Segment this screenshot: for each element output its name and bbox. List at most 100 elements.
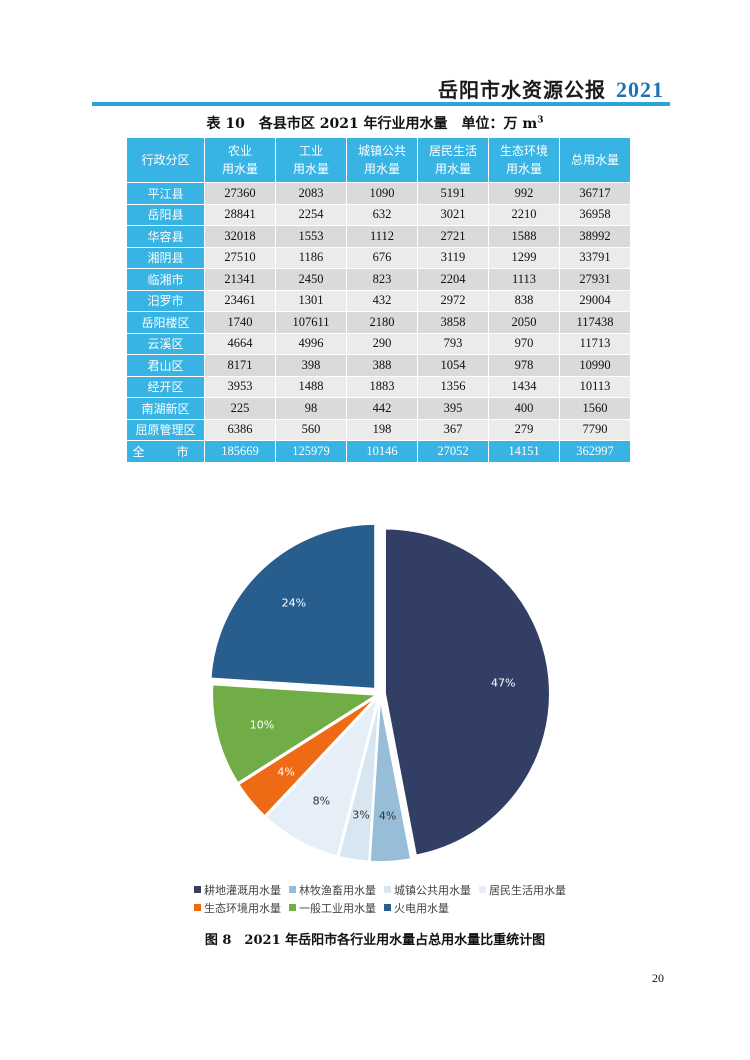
value-cell: 2050 [488, 311, 560, 334]
slice-percent-label: 4% [277, 766, 294, 779]
legend-label: 城镇公共用水量 [394, 884, 471, 897]
pie-chart: 47% 4% 3% 8% 4% 10% 24% [185, 509, 575, 879]
value-cell: 2254 [275, 203, 347, 226]
slice-percent-label: 24% [282, 596, 306, 609]
value-cell: 2721 [417, 225, 489, 248]
value-cell: 1090 [346, 182, 418, 205]
value-cell: 1299 [488, 246, 560, 269]
legend-label: 居民生活用水量 [489, 884, 566, 897]
value-cell: 978 [488, 354, 560, 377]
column-header-text: 工业 [298, 144, 323, 158]
value-cell: 4996 [275, 332, 347, 355]
legend-item: 林牧渔畜用水量 [289, 882, 376, 900]
value-cell: 676 [346, 246, 418, 269]
value-cell: 6386 [204, 418, 276, 441]
value-cell: 3021 [417, 203, 489, 226]
table-row: 南湖新区 225 98 442 395 400 1560 [126, 397, 631, 420]
legend-swatch [194, 886, 201, 893]
total-label-cell: 全 市 [126, 440, 205, 463]
value-cell: 36958 [559, 203, 631, 226]
total-value-cell: 125979 [275, 440, 347, 463]
value-cell: 367 [417, 418, 489, 441]
value-cell: 1054 [417, 354, 489, 377]
value-cell: 7790 [559, 418, 631, 441]
table-row: 岳阳县 28841 2254 632 3021 2210 36958 [126, 203, 631, 226]
table-row: 华容县 32018 1553 1112 2721 1588 38992 [126, 225, 631, 248]
region-name-cell: 平江县 [126, 182, 205, 205]
report-title-text: 岳阳市水资源公报 [438, 78, 606, 102]
value-cell: 823 [346, 268, 418, 291]
unit-superscript: 3 [537, 115, 544, 126]
table-header-row: 行政分区 农业 用水量 工业 用水量 城镇公共 用水量 居民生活 用水量 生态环境 用水量 总用水量 [126, 137, 631, 183]
pie-slice [337, 696, 381, 863]
table-row: 云溪区 4664 4996 290 793 970 11713 [126, 332, 631, 355]
legend-item: 耕地灌溉用水量 [194, 882, 281, 900]
column-header-text: 总用水量 [570, 153, 619, 167]
report-year: 2021 [616, 77, 664, 102]
region-name-cell: 临湘市 [126, 268, 205, 291]
region-name-cell: 岳阳县 [126, 203, 205, 226]
legend-swatch [384, 904, 391, 911]
value-cell: 10113 [559, 375, 631, 398]
value-cell: 388 [346, 354, 418, 377]
legend-item: 一般工业用水量 [289, 900, 376, 918]
column-header: 行政分区 [126, 137, 205, 183]
legend-item: 居民生活用水量 [479, 882, 566, 900]
value-cell: 290 [346, 332, 418, 355]
value-cell: 3953 [204, 375, 276, 398]
value-cell: 279 [488, 418, 560, 441]
column-header: 农业 用水量 [204, 137, 276, 183]
value-cell: 1883 [346, 375, 418, 398]
table-caption: 表 10 各县市区 2021 年行业用水量 单位：万 m3 [0, 113, 750, 133]
region-name-cell: 华容县 [126, 225, 205, 248]
column-header-text: 农业 [227, 144, 252, 158]
value-cell: 1186 [275, 246, 347, 269]
column-header: 工业 用水量 [275, 137, 347, 183]
legend-swatch [384, 886, 391, 893]
slice-percent-label: 3% [352, 808, 369, 821]
value-cell: 32018 [204, 225, 276, 248]
value-cell: 432 [346, 289, 418, 312]
value-cell: 2210 [488, 203, 560, 226]
value-cell: 23461 [204, 289, 276, 312]
value-cell: 29004 [559, 289, 631, 312]
table-row: 临湘市 21341 2450 823 2204 1113 27931 [126, 268, 631, 291]
pie-slice [383, 527, 551, 857]
value-cell: 2450 [275, 268, 347, 291]
legend-swatch [289, 886, 296, 893]
column-header-text: 生态环境 [499, 144, 548, 158]
value-cell: 400 [488, 397, 560, 420]
region-name-cell: 岳阳楼区 [126, 311, 205, 334]
total-value-cell: 185669 [204, 440, 276, 463]
value-cell: 632 [346, 203, 418, 226]
legend-item: 城镇公共用水量 [384, 882, 471, 900]
value-cell: 3858 [417, 311, 489, 334]
value-cell: 1560 [559, 397, 631, 420]
column-header-text: 用水量 [363, 162, 400, 176]
column-header-text: 居民生活 [428, 144, 477, 158]
value-cell: 117438 [559, 311, 631, 334]
page-number: 20 [652, 971, 664, 985]
total-value-cell: 14151 [488, 440, 560, 463]
table-row: 岳阳楼区 1740 107611 2180 3858 2050 117438 [126, 311, 631, 334]
legend-swatch [479, 886, 486, 893]
value-cell: 225 [204, 397, 276, 420]
value-cell: 442 [346, 397, 418, 420]
value-cell: 1356 [417, 375, 489, 398]
value-cell: 33791 [559, 246, 631, 269]
value-cell: 5191 [417, 182, 489, 205]
value-cell: 395 [417, 397, 489, 420]
pie-slice [264, 695, 380, 858]
legend-swatch [194, 904, 201, 911]
region-name-cell: 云溪区 [126, 332, 205, 355]
table-row: 汨罗市 23461 1301 432 2972 838 29004 [126, 289, 631, 312]
water-use-table: 行政分区 农业 用水量 工业 用水量 城镇公共 用水量 居民生活 用水量 生态环境 用水量 总用水量 … [126, 137, 631, 463]
value-cell: 793 [417, 332, 489, 355]
value-cell: 11713 [559, 332, 631, 355]
column-header: 城镇公共 用水量 [346, 137, 418, 183]
table-row: 平江县 27360 2083 1090 5191 992 36717 [126, 182, 631, 205]
region-name-cell: 屈原管理区 [126, 418, 205, 441]
column-header-text: 用水量 [434, 162, 471, 176]
total-row: 全 市 185669 125979 10146 27052 14151 362997 [126, 440, 631, 463]
column-header-text: 用水量 [292, 162, 329, 176]
